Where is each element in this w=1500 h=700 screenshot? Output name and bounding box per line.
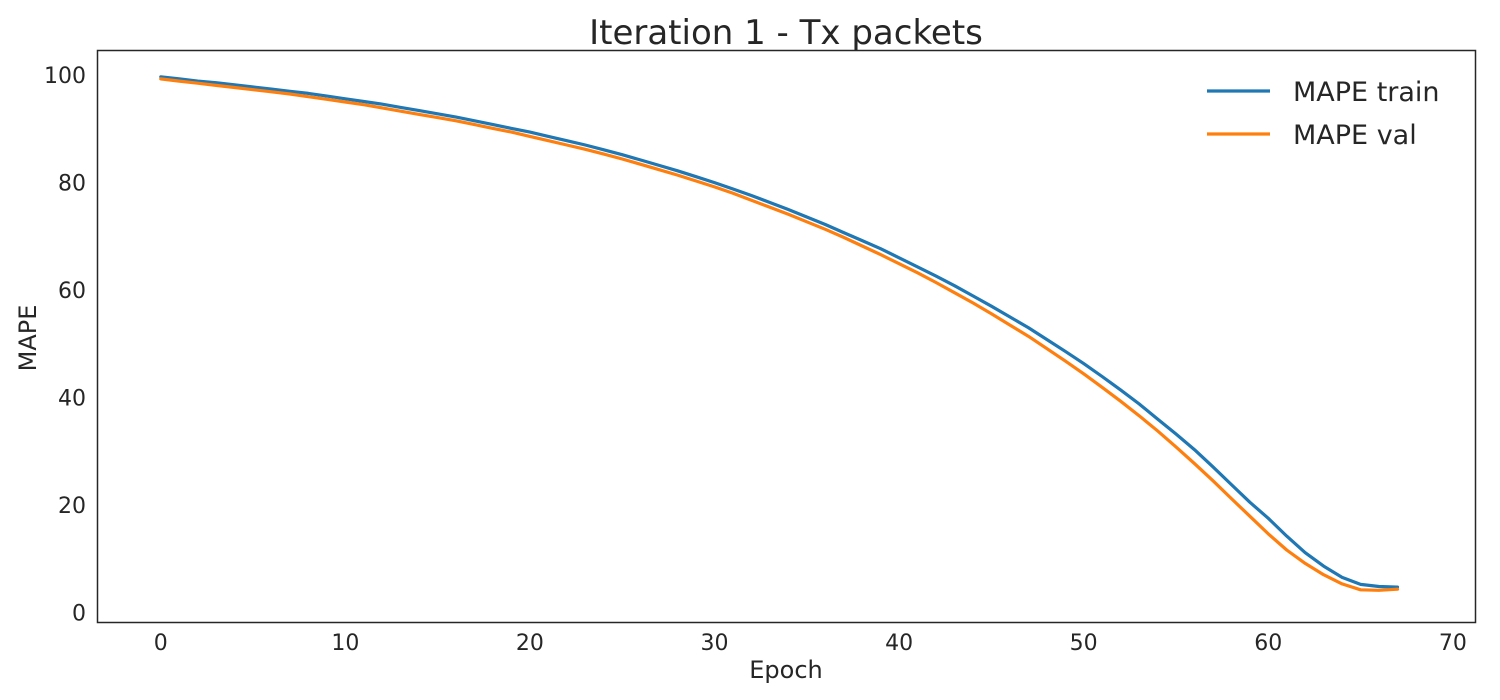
x-axis: 0 10 20 30 40 50 60 70 <box>154 631 1467 656</box>
y-axis-label: MAPE <box>14 305 42 372</box>
x-tick-label: 60 <box>1254 631 1282 656</box>
y-tick-label: 0 <box>72 601 86 626</box>
x-tick-label: 50 <box>1070 631 1098 656</box>
legend-label: MAPE train <box>1293 77 1440 108</box>
y-axis: 0 20 40 60 80 100 <box>44 64 86 626</box>
series-line-mape-val <box>159 77 1400 592</box>
y-tick-label: 80 <box>58 172 86 197</box>
x-tick-label: 10 <box>331 631 359 656</box>
x-axis-label: Epoch <box>749 656 823 684</box>
y-tick-label: 20 <box>58 494 86 519</box>
x-tick-label: 30 <box>701 631 729 656</box>
x-tick-label: 70 <box>1439 631 1467 656</box>
plot-area <box>96 49 1477 624</box>
y-tick-label: 60 <box>58 279 86 304</box>
y-tick-label: 100 <box>44 64 86 89</box>
legend-label: MAPE val <box>1293 120 1417 151</box>
series-layer <box>159 75 1400 592</box>
legend: MAPE train MAPE val <box>1207 77 1440 151</box>
x-tick-label: 20 <box>516 631 544 656</box>
series-line-mape-train <box>159 75 1400 589</box>
x-tick-label: 0 <box>154 631 168 656</box>
y-tick-label: 40 <box>58 386 86 411</box>
x-tick-label: 40 <box>885 631 913 656</box>
chart-title: Iteration 1 - Tx packets <box>589 13 983 53</box>
